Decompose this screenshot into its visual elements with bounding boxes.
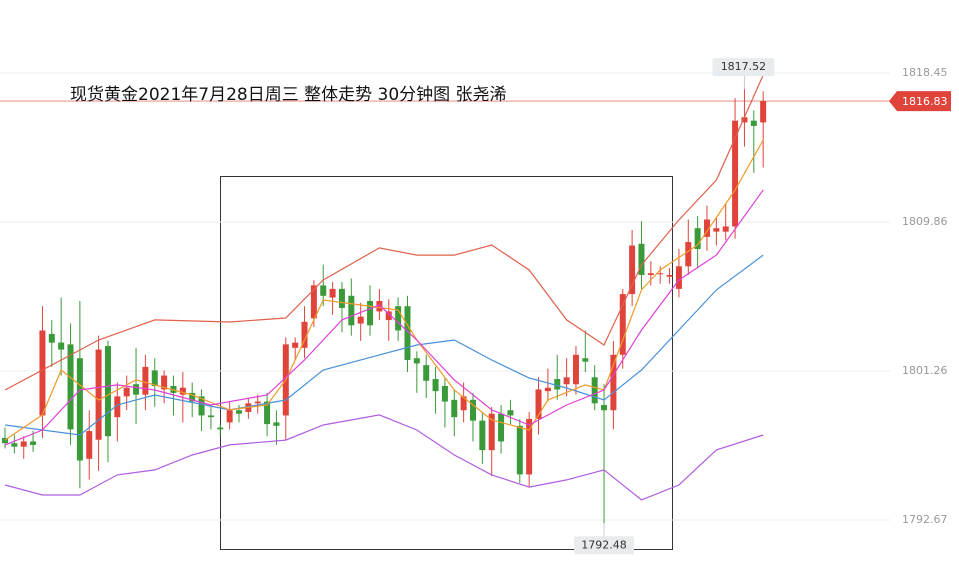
current-price-tag: [889, 91, 951, 112]
candle-body: [95, 349, 102, 440]
candle-body: [423, 365, 430, 381]
candle-body: [104, 346, 111, 437]
candle-body: [554, 379, 561, 390]
candle-body: [685, 242, 692, 267]
candle-body: [722, 226, 729, 232]
low-annotation: 1792.48: [581, 538, 627, 551]
candle-body: [441, 385, 448, 402]
candle-body: [254, 401, 261, 404]
y-tick-label: 1801.26: [902, 364, 948, 377]
candle-body: [413, 358, 420, 364]
candle-body: [151, 370, 158, 386]
candle-body: [320, 285, 327, 296]
candle-body: [451, 399, 458, 418]
candle-body: [67, 344, 74, 430]
candle-body: [526, 418, 533, 475]
indicator-line: [4, 139, 764, 441]
candle-body: [198, 396, 205, 416]
candle-body: [741, 117, 748, 123]
candle-body: [301, 321, 308, 348]
high-annotation: 1817.52: [721, 60, 767, 73]
candle-body: [48, 333, 55, 343]
candle-body: [58, 342, 65, 350]
candle-body: [535, 389, 542, 419]
y-tick-label: 1818.45: [902, 66, 948, 79]
indicator-line: [4, 414, 764, 501]
focus-box: [220, 176, 673, 550]
candle-body: [76, 358, 83, 461]
low-annotation-box: [574, 536, 635, 555]
candle-body: [516, 425, 523, 475]
candle-body: [713, 228, 720, 232]
candle-body: [86, 431, 93, 459]
candle-body: [226, 410, 233, 423]
candle-body: [479, 420, 486, 451]
candle-body: [638, 243, 645, 275]
candle-body: [395, 306, 402, 331]
candle-body: [470, 399, 476, 421]
candle-body: [694, 228, 701, 249]
candle-body: [572, 354, 579, 385]
candle-body: [11, 443, 18, 447]
candle-body: [760, 101, 767, 123]
chart-title: 现货黄金2021年7月28日周三 整体走势 30分钟图 张尧浠: [70, 85, 507, 105]
candle-body: [114, 396, 121, 418]
candle-body: [460, 396, 467, 411]
indicator-line: [4, 254, 764, 436]
candle-body: [582, 358, 589, 362]
candle-body: [2, 437, 8, 444]
candle-body: [404, 306, 411, 360]
y-tick-label: 1792.67: [902, 513, 948, 526]
candle-body: [357, 316, 364, 324]
candle-body: [273, 422, 280, 426]
candle-body: [236, 410, 242, 414]
candle-body: [563, 377, 570, 385]
candle-body: [39, 330, 46, 416]
candle-body: [619, 294, 626, 355]
candle-body: [432, 379, 439, 392]
candle-body: [207, 415, 214, 418]
candle-body: [657, 273, 664, 275]
candle-body: [666, 274, 673, 277]
indicator-line: [4, 189, 764, 446]
candle-body: [732, 120, 739, 227]
candle-body: [591, 377, 598, 404]
candle-body: [704, 219, 710, 237]
candle-body: [30, 441, 37, 445]
candle-body: [264, 401, 271, 425]
candle-body: [544, 387, 551, 392]
candle-body: [385, 311, 392, 321]
candle-body: [601, 405, 608, 411]
y-tick-label: 1809.86: [902, 215, 948, 228]
indicator-line: [4, 74, 764, 391]
high-annotation-box: [712, 58, 775, 77]
candle-body: [647, 273, 654, 275]
candle-body: [338, 288, 345, 308]
candle-body: [367, 301, 374, 326]
candle-body: [498, 413, 505, 442]
candle-body: [610, 354, 617, 411]
candle-body: [217, 427, 224, 430]
candle-body: [348, 295, 355, 326]
candle-body: [310, 285, 317, 319]
current-price-label: 1816.83: [902, 95, 948, 108]
candle-body: [329, 288, 336, 298]
candle-body: [142, 366, 149, 395]
candle-body: [161, 375, 168, 390]
candle-body: [488, 413, 495, 451]
candle-body: [179, 387, 186, 395]
candle-body: [292, 342, 299, 348]
candle-body: [675, 266, 682, 289]
candle-body: [133, 384, 140, 395]
candle-body: [750, 120, 757, 126]
candle-body: [629, 245, 636, 295]
candle-body: [123, 387, 130, 397]
candle-body: [507, 410, 514, 416]
candle-body: [376, 301, 383, 312]
candle-body: [20, 441, 27, 447]
candle-body: [189, 392, 196, 402]
